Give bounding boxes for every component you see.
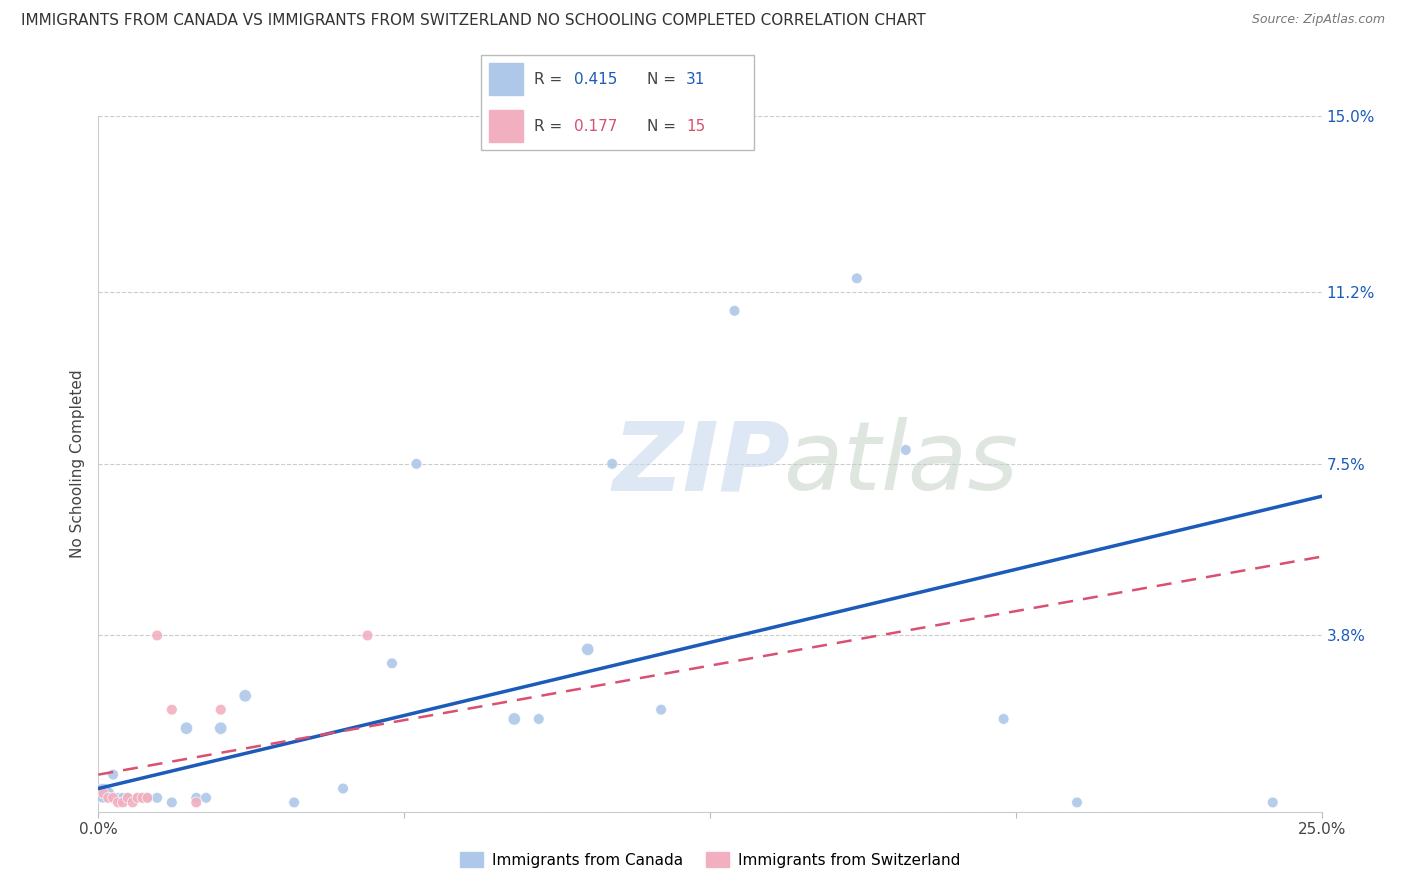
Point	[503, 712, 526, 726]
Point	[576, 642, 599, 657]
Point	[233, 689, 256, 703]
Point	[600, 457, 623, 471]
Point	[209, 703, 232, 717]
Legend: Immigrants from Canada, Immigrants from Switzerland: Immigrants from Canada, Immigrants from …	[454, 846, 966, 873]
Text: 0.177: 0.177	[574, 119, 617, 134]
Point	[101, 790, 124, 805]
Point	[111, 790, 134, 805]
Point	[356, 628, 378, 642]
Text: Source: ZipAtlas.com: Source: ZipAtlas.com	[1251, 13, 1385, 27]
Point	[97, 786, 120, 800]
Point	[136, 790, 159, 805]
Point	[131, 790, 153, 805]
Point	[160, 796, 183, 810]
Point	[209, 721, 232, 735]
Text: ZIP: ZIP	[612, 417, 790, 510]
Point	[176, 721, 198, 735]
Point	[405, 457, 427, 471]
Point	[283, 796, 305, 810]
Point	[91, 786, 114, 800]
Point	[845, 271, 868, 285]
Text: 0.415: 0.415	[574, 71, 617, 87]
Y-axis label: No Schooling Completed: No Schooling Completed	[70, 369, 86, 558]
Text: 31: 31	[686, 71, 706, 87]
Point	[195, 790, 218, 805]
Point	[993, 712, 1015, 726]
Point	[186, 790, 208, 805]
Point	[160, 703, 183, 717]
FancyBboxPatch shape	[489, 63, 523, 95]
Point	[111, 796, 134, 810]
Point	[136, 790, 159, 805]
Point	[146, 790, 169, 805]
Point	[101, 767, 124, 781]
Point	[186, 796, 208, 810]
Text: IMMIGRANTS FROM CANADA VS IMMIGRANTS FROM SWITZERLAND NO SCHOOLING COMPLETED COR: IMMIGRANTS FROM CANADA VS IMMIGRANTS FRO…	[21, 13, 925, 29]
Text: atlas: atlas	[783, 417, 1018, 510]
Text: R =: R =	[534, 119, 568, 134]
Point	[97, 790, 120, 805]
Point	[91, 786, 114, 800]
Point	[117, 790, 139, 805]
Text: R =: R =	[534, 71, 568, 87]
FancyBboxPatch shape	[489, 111, 523, 142]
Point	[894, 442, 917, 457]
Point	[127, 790, 149, 805]
Point	[107, 796, 129, 810]
Point	[121, 796, 143, 810]
Point	[117, 790, 139, 805]
Text: 15: 15	[686, 119, 706, 134]
Point	[146, 628, 169, 642]
Point	[527, 712, 550, 726]
Point	[381, 657, 404, 671]
Point	[1066, 796, 1088, 810]
Point	[650, 703, 672, 717]
Point	[332, 781, 354, 796]
Point	[107, 790, 129, 805]
Point	[723, 303, 745, 318]
Point	[131, 790, 153, 805]
Point	[1261, 796, 1284, 810]
FancyBboxPatch shape	[481, 55, 754, 150]
Point	[127, 790, 149, 805]
Text: N =: N =	[647, 119, 681, 134]
Text: N =: N =	[647, 71, 681, 87]
